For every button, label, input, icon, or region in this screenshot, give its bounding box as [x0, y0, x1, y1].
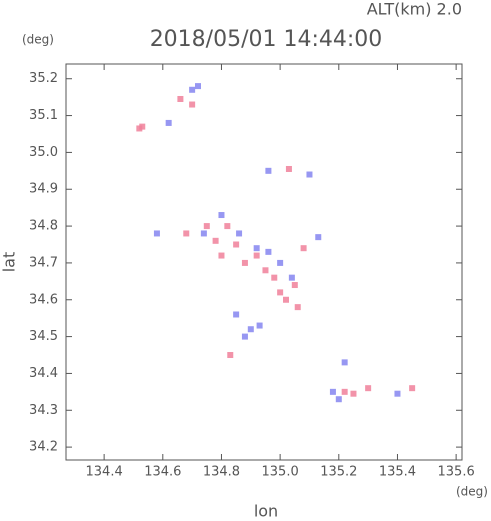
- plot-frame: [65, 63, 463, 461]
- echo-point: [306, 171, 313, 178]
- echo-point: [183, 230, 190, 237]
- echo-point: [241, 259, 248, 266]
- echo-point: [224, 223, 231, 230]
- y-tick-label: 34.3: [29, 403, 58, 418]
- echo-point: [394, 390, 401, 397]
- echo-point: [253, 245, 260, 252]
- echo-point: [285, 165, 292, 172]
- echo-point: [300, 245, 307, 252]
- echo-point: [236, 230, 243, 237]
- echo-point: [365, 385, 372, 392]
- y-tick-label: 35.0: [29, 145, 58, 160]
- x-tick-label: 134.6: [144, 465, 181, 480]
- y-tick-label: 34.6: [29, 292, 58, 307]
- y-tick-label: 34.2: [29, 440, 58, 455]
- echo-point: [153, 230, 160, 237]
- echo-point: [189, 86, 196, 93]
- echo-point: [189, 101, 196, 108]
- echo-point: [341, 359, 348, 366]
- echo-point: [218, 212, 225, 219]
- echo-point: [212, 237, 219, 244]
- y-tick-label: 34.7: [29, 255, 58, 270]
- y-tick-label: 35.1: [29, 108, 58, 123]
- echo-point: [139, 123, 146, 130]
- chart-title: 2018/05/01 14:44:00: [150, 27, 383, 52]
- echo-point: [265, 248, 272, 255]
- echo-point: [233, 311, 240, 318]
- x-tick-label: 135.2: [320, 465, 357, 480]
- echo-point: [341, 388, 348, 395]
- echo-point: [350, 390, 357, 397]
- echo-point: [291, 282, 298, 289]
- x-tick-label: 135.6: [438, 465, 475, 480]
- echo-point: [256, 322, 263, 329]
- echo-point: [233, 241, 240, 248]
- y-tick-label: 34.5: [29, 329, 58, 344]
- echo-point: [165, 119, 172, 126]
- echo-point: [288, 274, 295, 281]
- x-tick-label: 134.4: [86, 465, 123, 480]
- y-unit: (deg): [22, 33, 54, 47]
- y-tick-label: 34.8: [29, 219, 58, 234]
- echo-point: [265, 167, 272, 174]
- echo-point: [315, 234, 322, 241]
- x-axis-label: lon: [254, 502, 278, 521]
- echo-point: [277, 289, 284, 296]
- echo-point: [262, 267, 269, 274]
- y-tick-label: 34.4: [29, 366, 58, 381]
- echo-point: [247, 326, 254, 333]
- echo-point: [277, 259, 284, 266]
- echo-point: [200, 230, 207, 237]
- echo-point: [271, 274, 278, 281]
- echo-point: [253, 252, 260, 259]
- chart-subtitle: ALT(km) 2.0: [367, 0, 462, 19]
- echo-point: [195, 83, 201, 90]
- echo-point: [241, 333, 248, 340]
- echo-point: [335, 396, 342, 403]
- echo-point: [227, 352, 234, 359]
- echo-point: [283, 296, 289, 303]
- x-tick-label: 134.8: [203, 465, 240, 480]
- x-tick-label: 135.4: [379, 465, 416, 480]
- y-axis-label: lat: [0, 252, 19, 273]
- y-tick-label: 35.2: [29, 71, 58, 86]
- echo-point: [329, 388, 336, 395]
- echo-point: [294, 304, 301, 311]
- echo-point: [203, 223, 210, 230]
- y-tick-label: 34.9: [29, 182, 58, 197]
- echo-point: [409, 385, 416, 392]
- x-unit: (deg): [456, 485, 488, 499]
- echo-point: [218, 252, 225, 259]
- echo-point: [177, 95, 184, 102]
- x-tick-label: 135.0: [262, 465, 299, 480]
